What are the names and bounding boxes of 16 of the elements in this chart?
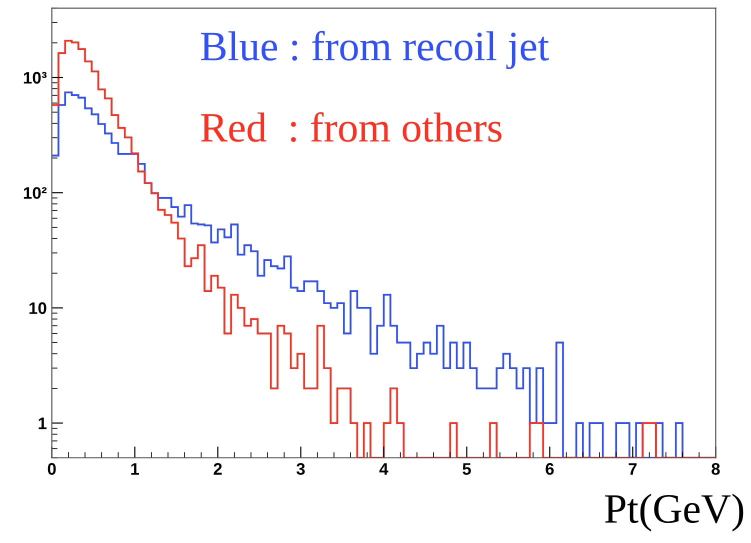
x-tick-label: 8 xyxy=(712,463,720,475)
x-tick-label: 5 xyxy=(462,463,471,475)
x-tick-label: 2 xyxy=(214,463,222,475)
x-axis-title: Pt(GeV) xyxy=(605,494,744,532)
annotation: Blue : from recoil jet xyxy=(200,30,549,70)
annotation: Red : from others xyxy=(200,112,502,142)
x-tick-label: 1 xyxy=(131,463,139,475)
x-tick-label: 0 xyxy=(48,463,56,475)
y-tick-label: 10 xyxy=(29,302,46,314)
x-tick-label: 6 xyxy=(546,463,554,475)
y-tick-label: 10² xyxy=(24,187,47,199)
x-tick-label: 3 xyxy=(296,463,305,475)
x-tick-label: 4 xyxy=(379,463,388,475)
y-tick-label: 1 xyxy=(38,418,46,430)
y-tick-label: 10³ xyxy=(24,72,47,84)
x-tick-label: 7 xyxy=(628,463,637,475)
